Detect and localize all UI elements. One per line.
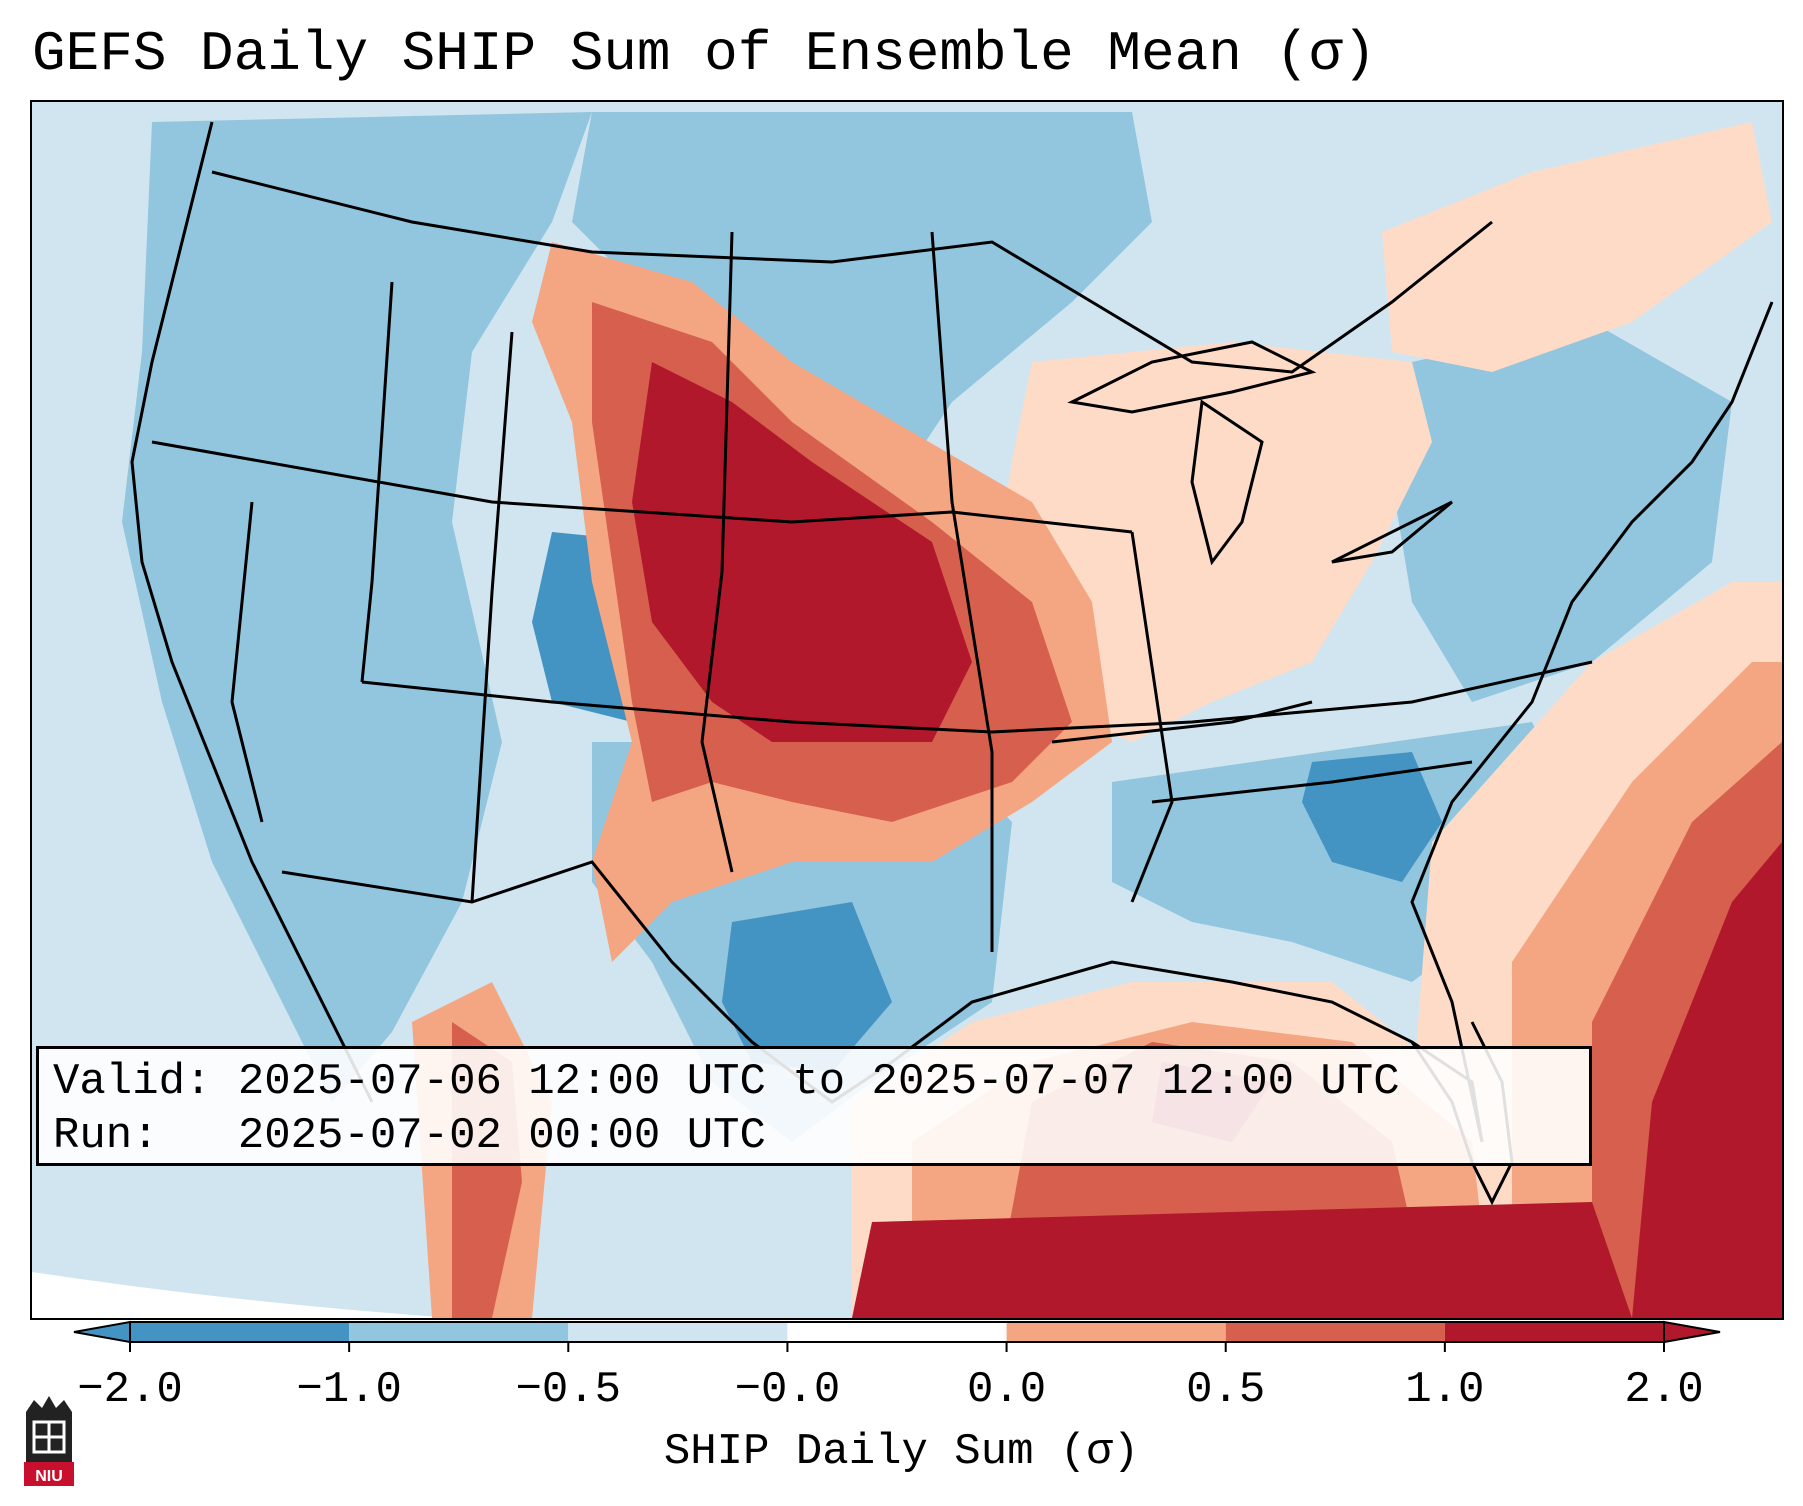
field-dred-south xyxy=(852,1202,1632,1318)
validity-info-box: Valid: 2025-07-06 12:00 UTC to 2025-07-0… xyxy=(36,1046,1592,1166)
state-line-5 xyxy=(930,231,994,952)
coastline-west xyxy=(130,121,374,1103)
field-blue-northeast xyxy=(1392,322,1732,702)
chart-title: GEFS Daily SHIP Sum of Ensemble Mean (σ) xyxy=(32,22,1377,86)
colorbar-tick-label: −0.0 xyxy=(734,1365,841,1415)
colorbar-segment xyxy=(568,1322,788,1342)
colorbar-segment xyxy=(787,1322,1007,1342)
logo-text: NIU xyxy=(35,1468,63,1485)
east-coast xyxy=(1410,301,1774,1143)
colorbar-over-arrow xyxy=(1663,1320,1721,1344)
colorbar-segment xyxy=(130,1322,350,1342)
state-line-8 xyxy=(1151,760,1473,804)
great-lakes-superior xyxy=(1067,340,1317,414)
field-dred-atlantic xyxy=(1632,842,1782,1318)
border-canada xyxy=(211,170,1493,374)
great-lakes-michigan xyxy=(1190,399,1264,566)
colorbar-tick-label: 0.0 xyxy=(966,1365,1047,1415)
colorbar-tick-label: −1.0 xyxy=(296,1365,402,1415)
valid-time-line: Valid: 2025-07-06 12:00 UTC to 2025-07-0… xyxy=(53,1057,1400,1107)
colorbar-segment xyxy=(1225,1322,1445,1342)
colorbar-segments xyxy=(73,1320,1721,1344)
colorbar-segment xyxy=(1444,1322,1664,1342)
niu-logo-icon: NIU xyxy=(24,1396,74,1486)
field-blue-west xyxy=(122,112,592,1102)
colorbar-outline xyxy=(129,1321,1665,1343)
state-line-7 xyxy=(1051,700,1313,744)
field-lpink-greatlakes xyxy=(992,342,1432,742)
colorbar-tick-label: 2.0 xyxy=(1624,1365,1704,1415)
colorbar-ticks xyxy=(129,1342,1665,1352)
state-line-9 xyxy=(360,281,394,683)
state-line-3 xyxy=(470,331,514,903)
state-line-4 xyxy=(700,231,734,873)
colorbar-segment xyxy=(1006,1322,1226,1342)
field-dred-plains xyxy=(632,362,972,742)
colorbar-tick-label: −0.5 xyxy=(515,1365,622,1415)
state-line-10 xyxy=(230,501,264,823)
state-line-2 xyxy=(361,660,1593,734)
logo-banner xyxy=(24,1462,74,1486)
colorbar-tick-label: 0.5 xyxy=(1186,1365,1266,1415)
colorbar-tick-label: −2.0 xyxy=(77,1365,183,1415)
run-time-line: Run: 2025-07-02 00:00 UTC xyxy=(53,1111,766,1161)
field-dblue-texas xyxy=(722,902,892,1072)
colorbar-segment xyxy=(349,1322,569,1342)
colorbar-label: SHIP Daily Sum (σ) xyxy=(663,1427,1140,1477)
colorbar-under-arrow xyxy=(73,1320,131,1344)
state-line-6 xyxy=(1130,531,1174,903)
great-lakes-erie xyxy=(1331,500,1453,564)
field-lpink-northeast xyxy=(1382,122,1772,372)
field-blue-north xyxy=(572,112,1152,462)
domain-edge xyxy=(32,1272,452,1318)
colorbar-tick-label: 1.0 xyxy=(1405,1365,1485,1415)
field-dblue-georgia xyxy=(1302,752,1442,882)
